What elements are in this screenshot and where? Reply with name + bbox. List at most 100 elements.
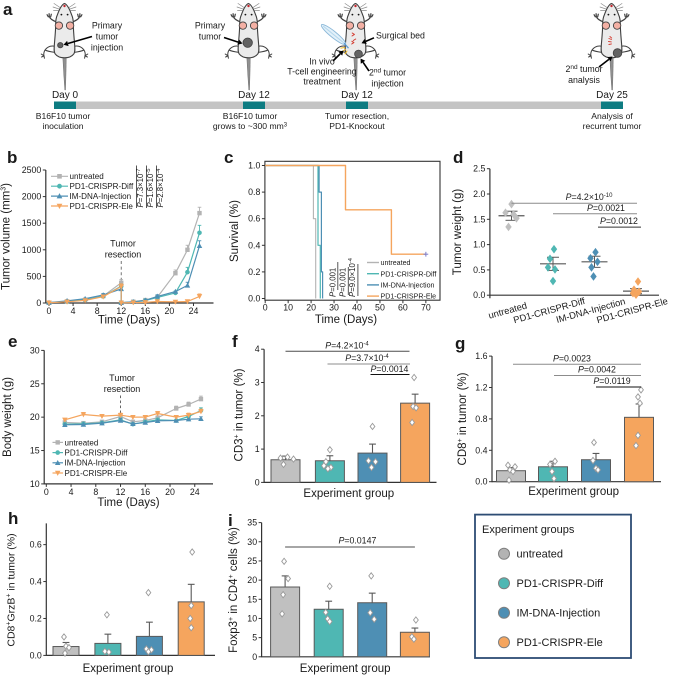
svg-text:8: 8 [93,487,98,497]
svg-text:tumor: tumor [199,32,222,42]
svg-text:20: 20 [165,306,175,316]
svg-text:P=2.8×10-4: P=2.8×10-4 [156,168,165,208]
svg-text:1: 1 [255,444,260,454]
svg-text:15: 15 [247,594,257,604]
svg-text:0.6: 0.6 [30,540,42,550]
svg-text:c: c [224,148,233,167]
svg-text:2.5: 2.5 [473,164,485,174]
svg-text:P=0.001: P=0.001 [339,268,348,297]
svg-text:3: 3 [255,378,260,388]
svg-text:Analysis of: Analysis of [591,111,633,121]
svg-text:P=4.2×10-4: P=4.2×10-4 [325,340,369,350]
svg-text:4: 4 [69,487,74,497]
svg-text:Survival (%): Survival (%) [229,200,241,262]
svg-text:12: 12 [116,306,126,316]
svg-text:0.2: 0.2 [30,613,42,623]
svg-text:i: i [228,511,233,530]
svg-text:Experiment group: Experiment group [300,663,391,675]
svg-text:Experiment group: Experiment group [83,663,174,675]
svg-text:16: 16 [140,487,150,497]
svg-text:untreated: untreated [381,259,411,267]
svg-text:0.0: 0.0 [473,290,485,300]
svg-text:PD1-CRISPR-Diff: PD1-CRISPR-Diff [381,270,437,278]
svg-text:0.4: 0.4 [248,240,260,250]
svg-text:40: 40 [352,303,362,313]
svg-text:IM-DNA-Injection: IM-DNA-Injection [70,192,132,201]
svg-text:1.5: 1.5 [473,214,485,224]
svg-text:IM-DNA-Injection: IM-DNA-Injection [517,608,601,620]
svg-text:h: h [8,509,18,528]
svg-text:injection: injection [371,79,403,89]
svg-text:inoculation: inoculation [42,121,83,131]
svg-text:recurrent tumor: recurrent tumor [583,121,642,131]
svg-text:resection: resection [104,384,141,394]
svg-text:PD1-CRISPR-Ele: PD1-CRISPR-Ele [70,202,134,211]
svg-text:24: 24 [190,487,200,497]
svg-text:P=0.001: P=0.001 [328,268,337,297]
svg-text:10: 10 [30,479,40,489]
svg-text:1.2: 1.2 [475,383,487,393]
svg-text:500: 500 [27,271,42,281]
svg-text:Tumor resection,: Tumor resection, [325,111,389,121]
svg-text:Primary: Primary [92,21,123,31]
svg-text:PD1-CRISPR-Diff: PD1-CRISPR-Diff [517,578,605,590]
svg-text:0: 0 [36,298,41,308]
svg-text:10: 10 [283,303,293,313]
svg-text:d: d [453,148,463,167]
svg-text:0.8: 0.8 [475,414,487,424]
svg-text:CD8+GrzB+ in tumor (%): CD8+GrzB+ in tumor (%) [6,533,18,646]
svg-text:resection: resection [105,250,142,260]
svg-text:P=0.0147: P=0.0147 [338,536,376,546]
svg-text:Day 0: Day 0 [52,90,79,101]
svg-text:a: a [3,0,13,19]
svg-text:15: 15 [30,446,40,456]
svg-text:1.6: 1.6 [475,351,487,361]
svg-text:f: f [232,332,238,351]
svg-text:PD1-CRISPR-Ele: PD1-CRISPR-Ele [381,293,437,301]
svg-text:Tumor volume (mm3): Tumor volume (mm3) [1,183,13,290]
svg-text:60: 60 [398,303,408,313]
svg-text:16: 16 [140,306,150,316]
svg-text:Time (Days): Time (Days) [98,315,160,327]
svg-text:30: 30 [30,345,40,355]
svg-text:5: 5 [252,633,257,643]
svg-text:grows to ~300 mm3: grows to ~300 mm3 [213,121,288,131]
svg-text:B16F10 tumor: B16F10 tumor [36,111,91,121]
svg-text:PD1-CRISPR-Diff: PD1-CRISPR-Diff [70,182,134,191]
svg-text:analysis: analysis [568,75,600,85]
svg-text:P=0.0119: P=0.0119 [593,376,630,386]
svg-text:tumor: tumor [96,32,119,42]
svg-text:2: 2 [255,411,260,421]
svg-text:P=0.0014: P=0.0014 [371,364,409,374]
svg-text:0.5: 0.5 [473,265,485,275]
svg-text:70: 70 [421,303,431,313]
svg-text:CD3+ in tumor (%): CD3+ in tumor (%) [234,368,246,461]
svg-text:P=7.3×10-7: P=7.3×10-7 [136,169,145,208]
svg-text:T-cell engineering: T-cell engineering [287,67,357,77]
svg-text:Experiment groups: Experiment groups [482,524,575,536]
svg-text:Day 12: Day 12 [238,90,270,101]
svg-text:0.6: 0.6 [248,214,260,224]
svg-text:Tumor: Tumor [109,373,135,383]
svg-text:Time (Days): Time (Days) [315,314,377,326]
svg-text:b: b [7,148,17,167]
svg-text:PD1-CRISPR-Diff: PD1-CRISPR-Diff [65,449,129,458]
svg-text:P=0.0021: P=0.0021 [587,203,625,213]
svg-text:PD1-CRISPR-Ele: PD1-CRISPR-Ele [517,637,603,649]
svg-text:2nd tumor: 2nd tumor [565,64,602,74]
svg-text:1500: 1500 [22,218,42,228]
svg-text:25: 25 [247,556,257,566]
svg-text:2500: 2500 [22,165,42,175]
svg-text:Experiment group: Experiment group [528,486,619,498]
svg-text:e: e [8,332,17,351]
svg-text:8: 8 [95,306,100,316]
svg-text:Time (Days): Time (Days) [97,497,159,509]
svg-text:0: 0 [44,487,49,497]
svg-text:0: 0 [255,477,260,487]
svg-text:4: 4 [71,306,76,316]
svg-text:Foxp3+ in CD4+ cells (%): Foxp3+ in CD4+ cells (%) [228,527,240,653]
svg-text:Day 25: Day 25 [596,90,628,101]
svg-text:2.0: 2.0 [473,189,485,199]
svg-text:1.0: 1.0 [473,240,485,250]
svg-text:30: 30 [247,537,257,547]
